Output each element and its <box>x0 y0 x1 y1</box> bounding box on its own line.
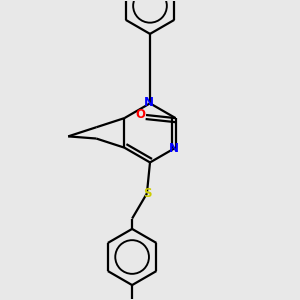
Text: O: O <box>135 108 146 121</box>
Text: N: N <box>169 142 179 155</box>
Text: N: N <box>143 96 153 109</box>
Text: S: S <box>143 187 152 200</box>
